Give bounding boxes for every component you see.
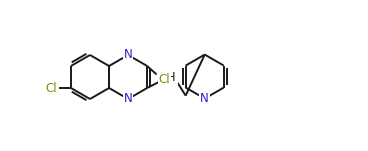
Text: N: N — [124, 93, 132, 106]
Text: N: N — [200, 92, 209, 105]
Text: Cl: Cl — [45, 82, 57, 95]
Text: Cl: Cl — [159, 73, 170, 86]
Text: N: N — [124, 48, 132, 61]
Text: NH: NH — [159, 71, 177, 84]
